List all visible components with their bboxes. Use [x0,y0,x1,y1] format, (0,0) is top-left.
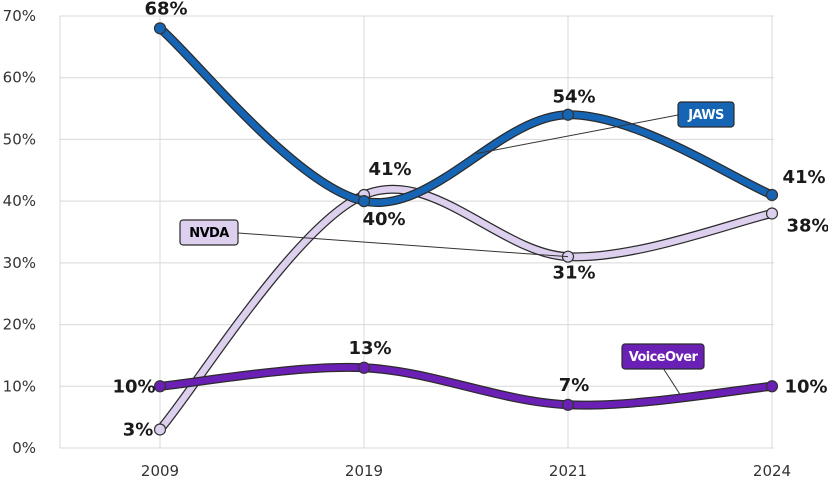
voiceover-legend-label: VoiceOver [629,350,699,365]
voiceover-point [357,361,371,374]
x-tick-label: 2019 [345,462,383,480]
jaws-point [153,22,167,35]
jaws-point [561,108,575,121]
nvda-legend-box [179,219,239,246]
jaws-data-label: 54% [552,87,595,108]
y-tick-label: 10% [3,377,36,395]
jaws-data-label: 68% [144,0,187,19]
nvda-point [765,207,779,220]
jaws-legend-leader [476,114,679,155]
voiceover-point [561,398,575,411]
jaws-legend-label: JAWS [687,108,724,123]
voiceover-legend-leader [662,367,681,395]
nvda-line [156,185,776,433]
y-tick-label: 70% [3,7,36,25]
jaws-line [156,25,776,206]
voiceover-line [156,364,776,409]
jaws-data-label: 40% [362,209,405,230]
x-axis-ticks: 2009 2019 2021 2024 [141,462,791,480]
data-labels: 3% 41% 31% 38% 68% 40% 54% 41% 10% 13% 7% 10% [112,0,828,440]
y-tick-label: 40% [3,192,36,210]
x-tick-label: 2024 [753,462,791,480]
x-tick-label: 2021 [549,462,587,480]
y-tick-label: 60% [3,69,36,87]
y-tick-label: 0% [12,439,36,457]
y-tick-label: 20% [3,316,36,334]
nvda-data-label: 41% [368,159,411,180]
nvda-data-label: 3% [123,419,154,440]
voiceover-point [153,380,167,393]
nvda-legend-label: NVDA [189,226,229,241]
jaws-point [765,188,779,202]
voiceover-data-label: 13% [348,338,391,359]
voiceover-legend-box [621,343,705,370]
nvda-data-label: 31% [552,263,595,284]
voiceover-data-label: 10% [784,376,827,397]
y-tick-label: 30% [3,254,36,272]
y-axis-ticks: 0% 10% 20% 30% 40% 50% 60% 70% [3,7,36,457]
voiceover-data-label: 10% [112,376,155,397]
y-tick-label: 50% [3,130,36,148]
series-layer [153,22,779,436]
voiceover-point [765,380,779,393]
voiceover-data-label: 7% [559,375,590,396]
nvda-data-label: 38% [786,215,828,236]
jaws-data-label: 41% [782,167,825,188]
nvda-point [153,423,167,436]
nvda-legend-leader [237,232,569,258]
jaws-point [357,195,371,208]
legend-callouts: NVDA JAWS VoiceOver [179,101,735,395]
x-tick-label: 2009 [141,462,179,480]
jaws-legend-box [677,101,735,128]
